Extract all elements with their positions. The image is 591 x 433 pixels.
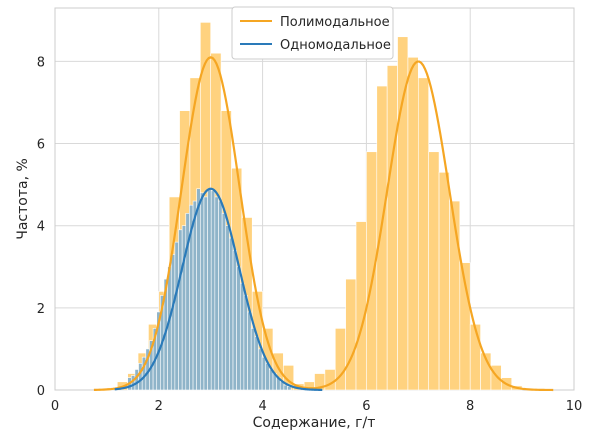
unimodal-bar bbox=[236, 266, 241, 391]
polymodal-bar bbox=[428, 151, 440, 391]
x-tick-label: 10 bbox=[566, 399, 583, 414]
unimodal-bar bbox=[167, 266, 172, 391]
x-tick-label: 6 bbox=[362, 399, 370, 414]
x-tick-label: 2 bbox=[155, 399, 163, 414]
unimodal-bar bbox=[225, 225, 230, 391]
polymodal-bar bbox=[355, 221, 367, 391]
unimodal-bar bbox=[265, 363, 270, 391]
y-tick-label: 8 bbox=[37, 55, 45, 70]
unimodal-bar bbox=[192, 200, 197, 391]
unimodal-bar bbox=[196, 188, 201, 391]
unimodal-bar bbox=[207, 188, 212, 391]
x-tick-label: 8 bbox=[466, 399, 474, 414]
unimodal-bar bbox=[261, 356, 267, 391]
unimodal-bar bbox=[203, 196, 208, 391]
polymodal-bar bbox=[397, 36, 409, 391]
unimodal-bar bbox=[170, 254, 176, 391]
y-axis-title: Частота, % bbox=[15, 158, 31, 240]
y-tick-label: 2 bbox=[37, 302, 45, 317]
tick-labels: 0 2 4 6 8 10 0 2 4 6 8 bbox=[37, 55, 583, 414]
unimodal-bar bbox=[229, 237, 234, 391]
unimodal-bar bbox=[221, 213, 227, 391]
polymodal-bar bbox=[407, 56, 419, 391]
polymodal-bar bbox=[345, 278, 357, 391]
density-curves bbox=[93, 56, 554, 392]
polymodal-bar bbox=[417, 77, 429, 391]
legend-box bbox=[231, 6, 394, 60]
legend-label-unimodal: Одномодальное bbox=[280, 38, 391, 53]
polymodal-density-line bbox=[93, 56, 554, 392]
polymodal-bar bbox=[386, 65, 398, 391]
polymodal-bar bbox=[376, 85, 388, 391]
plot-frame bbox=[54, 7, 575, 391]
legend: Полимодальное Одномодальное bbox=[231, 6, 394, 60]
x-tick-label: 4 bbox=[258, 399, 266, 414]
y-tick-label: 0 bbox=[37, 384, 45, 399]
legend-label-polymodal: Полимодальное bbox=[280, 15, 390, 30]
unimodal-bar bbox=[287, 386, 292, 391]
unimodal-bar bbox=[218, 200, 223, 391]
y-tick-label: 6 bbox=[37, 138, 45, 153]
unimodal-bar bbox=[239, 282, 245, 391]
unimodal-bar bbox=[258, 348, 263, 391]
unimodal-bar bbox=[178, 229, 183, 391]
x-axis-title: Содержание, г/т bbox=[253, 415, 376, 431]
unimodal-bar bbox=[210, 190, 216, 391]
unimodal-bar bbox=[243, 295, 248, 391]
grid bbox=[54, 7, 575, 391]
unimodal-bar bbox=[200, 192, 205, 391]
unimodal-bar bbox=[174, 241, 179, 391]
polymodal-bar bbox=[438, 172, 450, 391]
unimodal-bar bbox=[232, 250, 237, 391]
unimodal-bar bbox=[214, 196, 219, 391]
bars-unimodal bbox=[127, 188, 292, 391]
unimodal-bar bbox=[283, 384, 288, 391]
polymodal-bar bbox=[366, 151, 378, 391]
polymodal-bar bbox=[469, 323, 481, 391]
unimodal-bar bbox=[269, 369, 274, 391]
polymodal-bar bbox=[324, 369, 336, 391]
polymodal-bar bbox=[334, 328, 346, 391]
unimodal-bar bbox=[138, 363, 143, 391]
unimodal-bar bbox=[247, 311, 252, 391]
x-tick-label: 0 bbox=[51, 399, 59, 414]
unimodal-density-line bbox=[114, 187, 323, 391]
y-tick-label: 4 bbox=[37, 220, 45, 235]
unimodal-bar bbox=[250, 328, 256, 391]
unimodal-bar bbox=[254, 336, 259, 391]
